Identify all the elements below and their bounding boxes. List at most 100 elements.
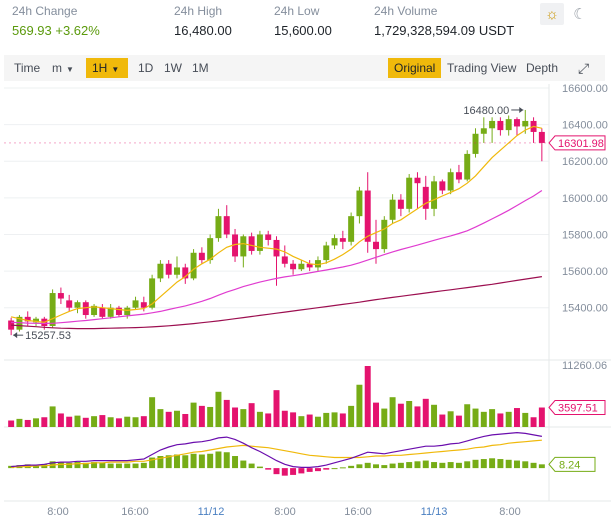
volume-bar <box>497 413 504 427</box>
candle-body <box>497 120 504 131</box>
macd-bar <box>115 463 122 469</box>
volume-bar <box>149 397 156 427</box>
macd-bar <box>57 462 64 469</box>
volume-bar <box>82 417 89 427</box>
volume-bar <box>124 416 131 427</box>
candle <box>157 260 164 283</box>
candle-body <box>207 238 214 261</box>
candle <box>256 230 263 255</box>
macd-bar <box>182 455 189 469</box>
candlestick-chart[interactable]: 16600.00 16400.00 16200.00 16000.00 15800.00… <box>0 84 611 520</box>
candle-body <box>265 234 272 240</box>
view-trading-view[interactable]: Trading View <box>447 61 517 75</box>
candle <box>124 305 131 319</box>
stat-value: 1,729,328,594.09 USDT <box>374 23 515 38</box>
time-button[interactable]: Time <box>14 61 41 75</box>
stat-value: 16,480.00 <box>174 23 232 38</box>
candle-body <box>149 278 156 308</box>
volume-bar <box>273 390 280 427</box>
candle <box>381 216 388 253</box>
macd-bar <box>472 459 479 469</box>
last-price-tag <box>548 135 606 151</box>
interval-1w[interactable]: 1W <box>164 61 182 75</box>
interval-1m[interactable]: 1M <box>192 61 209 75</box>
candle-body <box>348 216 355 242</box>
macd-current-tag <box>548 456 596 472</box>
last-price-label: 16301.98 <box>558 138 604 150</box>
stat-label: 24h High <box>174 4 223 18</box>
stat-label: 24h Low <box>274 4 320 18</box>
candle <box>464 150 471 182</box>
volume-bar <box>215 391 222 427</box>
volume-bar <box>157 409 164 427</box>
macd-bar <box>132 463 139 469</box>
candle-body <box>66 300 73 308</box>
candle <box>232 228 239 262</box>
volume-bar <box>480 411 487 427</box>
candle <box>107 304 114 319</box>
time-axis-label: 8:00 <box>274 506 295 518</box>
candle <box>348 212 355 246</box>
candle-body <box>198 252 205 261</box>
volume-bar <box>464 404 471 427</box>
price-axis-label: 15600.00 <box>562 266 608 278</box>
volume-bar <box>66 416 73 427</box>
candle-body <box>397 199 404 209</box>
candle <box>82 300 89 319</box>
candle-body <box>165 263 172 275</box>
volume-bar <box>16 418 23 427</box>
macd-bar <box>447 462 454 469</box>
volume-current-tag <box>548 400 606 416</box>
view-depth[interactable]: Depth <box>526 61 559 75</box>
candle-body <box>290 263 297 270</box>
candle <box>431 175 438 217</box>
volume-bar <box>522 412 529 427</box>
candle <box>356 186 363 224</box>
candle <box>215 208 222 242</box>
candle <box>198 247 205 264</box>
stat-label: 24h Volume <box>374 4 438 18</box>
macd-bar <box>215 451 222 469</box>
candle <box>364 172 371 253</box>
time-axis-label: 16:00 <box>121 506 149 518</box>
candle <box>373 219 379 264</box>
macd-bar <box>348 465 355 469</box>
candle-body <box>232 234 239 257</box>
interval-dropdown[interactable]: 1H ▼ <box>86 58 128 78</box>
expand-icon[interactable]: ⤢ <box>578 60 590 76</box>
candle <box>505 115 512 136</box>
candle <box>439 179 446 195</box>
candle-body <box>480 128 487 134</box>
candle <box>480 117 487 143</box>
candle-body <box>431 181 438 209</box>
volume-bar <box>99 415 106 427</box>
macd-bar <box>256 466 263 469</box>
candle <box>49 289 56 328</box>
macd-bar <box>397 462 404 469</box>
moon-icon[interactable]: ☾ <box>573 6 587 23</box>
volume-bar <box>256 411 263 427</box>
volume-bar <box>339 413 346 427</box>
sun-icon[interactable]: ☼ <box>540 3 564 25</box>
candle-body <box>215 216 222 239</box>
candle <box>91 304 98 317</box>
candle-body <box>522 120 529 127</box>
candle <box>414 172 421 209</box>
caret-down-icon: ▼ <box>66 65 74 74</box>
interval-1d[interactable]: 1D <box>138 61 154 75</box>
view-original[interactable]: Original <box>388 58 442 78</box>
stat-24h-low: 24h Low 15,600.00 <box>274 4 332 38</box>
candle <box>455 164 462 184</box>
candle-body <box>439 181 446 191</box>
candle-body <box>140 302 147 308</box>
minute-dropdown[interactable]: m ▼ <box>46 58 80 78</box>
macd-bar <box>455 462 462 469</box>
volume-bar <box>165 411 172 427</box>
macd-bar <box>33 465 40 469</box>
volume-bar <box>265 413 272 427</box>
volume-bar <box>74 415 81 427</box>
volume-bar <box>356 384 363 427</box>
volume-bar <box>91 416 98 427</box>
candle <box>174 256 180 279</box>
macd-bar <box>306 468 313 472</box>
